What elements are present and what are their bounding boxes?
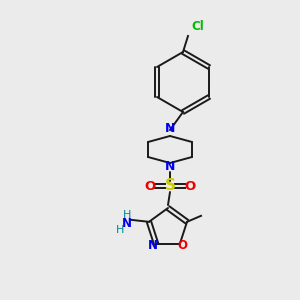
Text: N: N <box>165 160 175 173</box>
Text: N: N <box>148 239 158 252</box>
Text: S: S <box>164 178 175 194</box>
Text: O: O <box>144 179 156 193</box>
Text: O: O <box>184 179 196 193</box>
Text: N: N <box>122 217 132 230</box>
Text: Cl: Cl <box>191 20 204 33</box>
Text: O: O <box>178 239 188 252</box>
Text: H: H <box>116 225 124 235</box>
Text: N: N <box>165 122 175 136</box>
Text: H: H <box>123 210 131 220</box>
